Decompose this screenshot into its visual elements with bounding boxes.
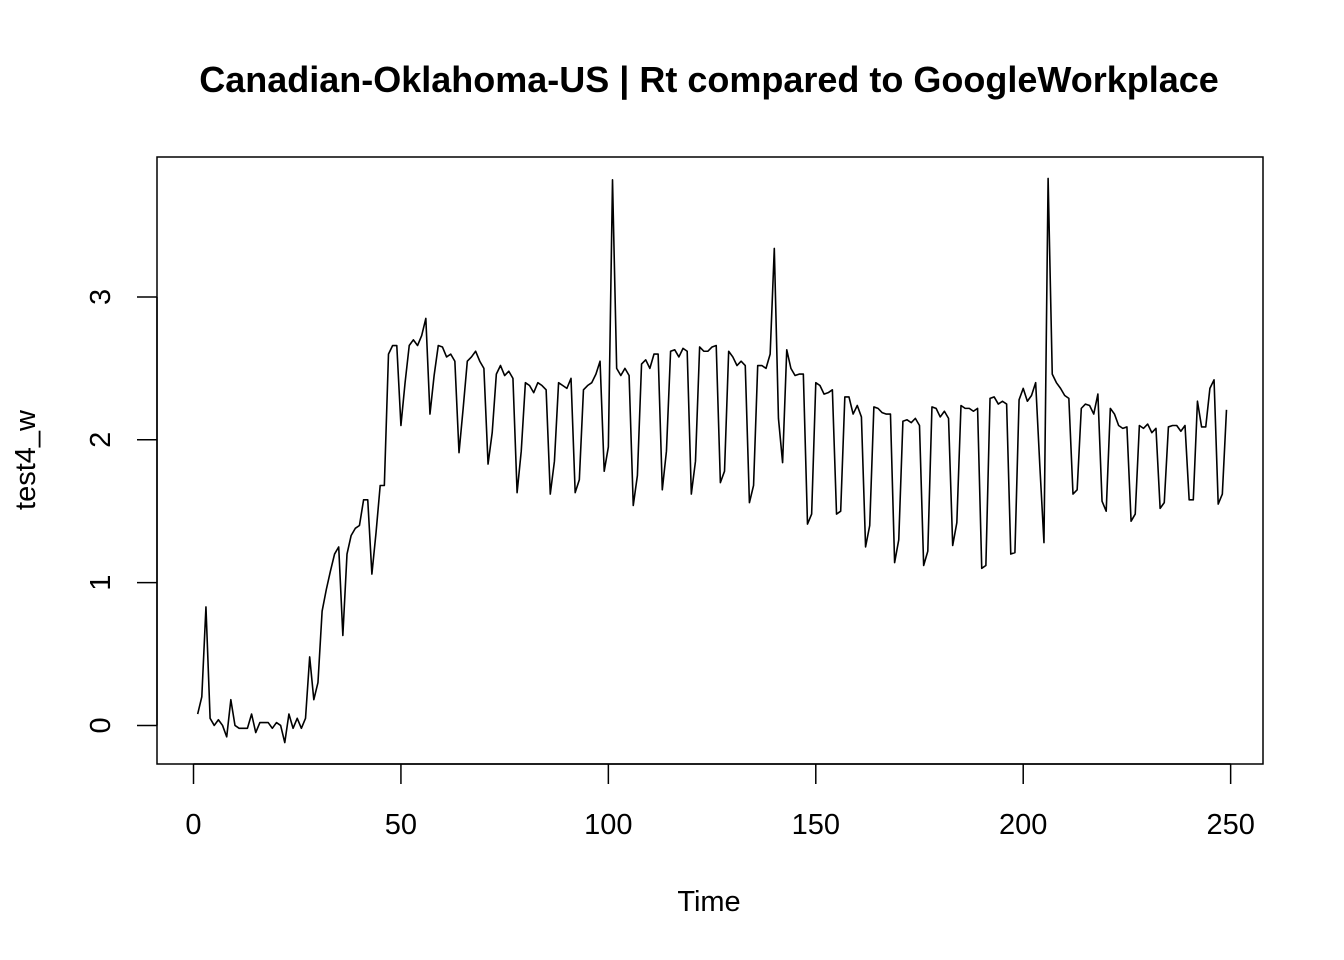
x-tick-label: 250 (1206, 809, 1254, 841)
y-tick-label: 0 (85, 717, 117, 733)
x-tick-label: 50 (385, 809, 417, 841)
y-tick-label: 3 (85, 289, 117, 305)
chart-title: Canadian-Oklahoma-US | Rt compared to Go… (199, 59, 1219, 101)
x-tick-label: 0 (185, 809, 201, 841)
x-axis-label: Time (677, 886, 740, 918)
x-axis: 0 50 100 150 200 250 (185, 763, 1255, 841)
y-tick-label: 2 (85, 432, 117, 448)
y-axis: 0 1 2 3 (85, 289, 158, 734)
x-tick-label: 100 (584, 809, 632, 841)
y-axis-label: test4_w (10, 409, 42, 510)
x-tick-label: 200 (999, 809, 1047, 841)
plot-frame (156, 156, 1264, 765)
x-tick-label: 150 (792, 809, 840, 841)
series-line (196, 177, 1228, 744)
y-tick-label: 1 (85, 575, 117, 591)
